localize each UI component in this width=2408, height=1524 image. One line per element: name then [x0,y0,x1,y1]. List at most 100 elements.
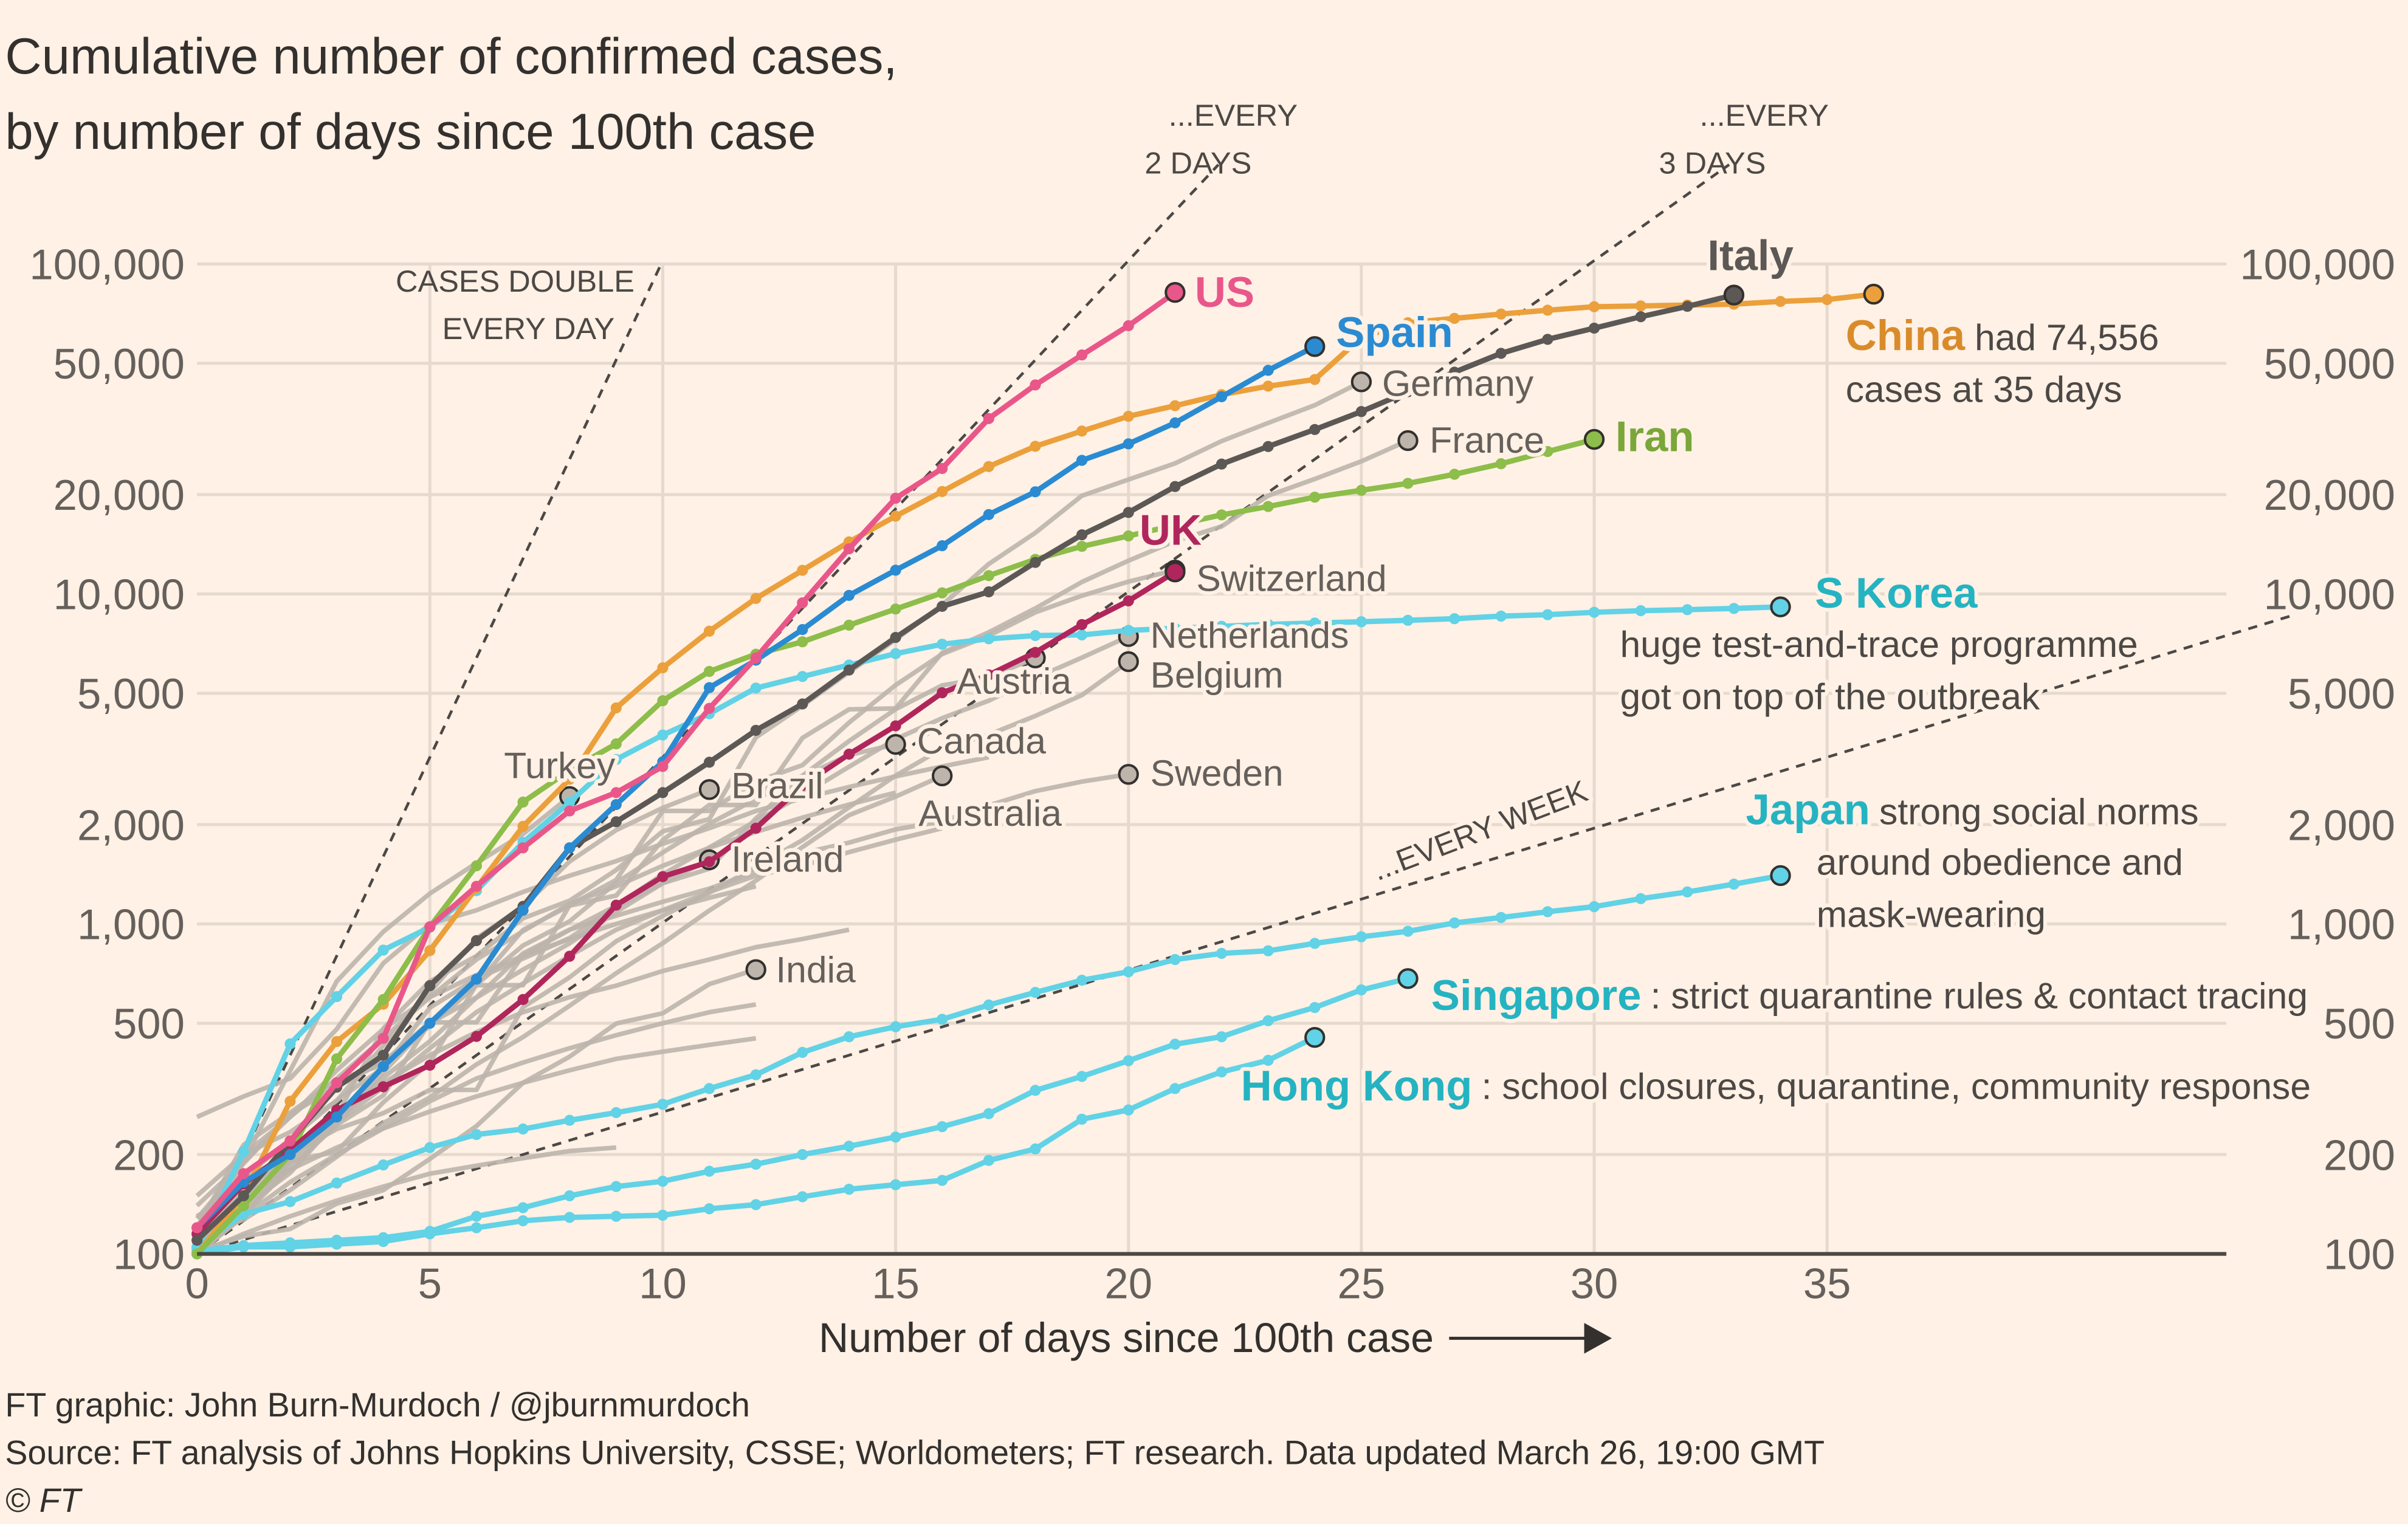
data-point-spain [517,904,529,916]
x-tick-label: 15 [872,1260,920,1308]
x-tick-label: 20 [1104,1260,1152,1308]
y-tick-label-left: 20,000 [53,471,185,519]
data-point-singapore [331,1234,343,1246]
annotation-skorea-1: huge test-and-trace programme [1620,623,2138,665]
data-point-s-korea [657,729,669,741]
end-marker-sweden [1118,764,1139,785]
data-point-china [937,486,948,497]
data-point-china [331,1035,343,1048]
data-point-singapore [424,1226,436,1237]
data-point-china [424,945,436,956]
data-point-iran [1216,509,1228,521]
data-point-italy [797,698,808,710]
data-point-china [564,774,576,785]
data-point-japan [1216,947,1228,959]
data-point-spain [331,1111,343,1123]
series-label-switzerland: Switzerland [1196,557,1386,599]
data-point-iran [377,994,389,1005]
data-point-iran [238,1200,249,1212]
end-marker-australia [932,765,953,786]
data-point-italy [703,757,715,768]
data-point-china [1262,380,1274,392]
data-point-us [843,543,855,555]
data-point-us [377,1032,389,1044]
data-point-japan [1355,931,1367,942]
data-point-us [331,1077,343,1089]
data-point-japan [797,1046,808,1058]
data-point-japan [377,1159,389,1171]
data-point-iran [1076,541,1088,552]
data-point-china [284,1096,296,1107]
data-point-japan [610,1107,622,1119]
data-point-us [238,1168,249,1179]
data-point-japan [1635,893,1646,904]
end-marker-s-korea [1770,596,1791,617]
series-line-italy [195,292,1735,1243]
end-marker-china [1863,283,1884,305]
end-marker-iran [1583,428,1605,450]
data-point-china [517,820,529,832]
series-label-iran: Iran [1615,413,1694,461]
data-point-iran [517,796,529,808]
series-line-unlabeled [195,1002,757,1256]
y-tick-label-left: 50,000 [53,340,185,388]
y-tick-label-right: 2,000 [2288,801,2395,849]
data-point-uk [1123,595,1134,606]
data-point-hong-kong [517,1215,529,1227]
data-point-japan [1169,953,1181,966]
data-point-china [703,625,715,637]
x-tick-label: 30 [1570,1260,1619,1308]
data-point-uk [610,899,622,911]
data-point-singapore [750,1158,762,1170]
data-point-us [610,787,622,798]
series-line-australia [196,774,943,1240]
data-point-singapore [517,1202,529,1213]
data-point-iran [797,636,808,648]
data-point-spain [1169,417,1181,428]
series-label-italy: Italy [1707,232,1793,280]
data-point-italy [191,1234,203,1246]
data-point-japan [983,999,994,1011]
footer-credit: FT graphic: John Burn-Murdoch / @jburnmu… [5,1386,749,1424]
data-point-iran [843,619,855,631]
end-marker-spain [1304,336,1326,357]
x-tick-label: 0 [185,1260,208,1308]
end-marker-italy [1723,284,1745,306]
data-point-spain [377,1060,389,1073]
data-point-japan [1449,917,1460,928]
data-point-us [424,921,436,933]
data-point-japan [284,1196,296,1207]
data-point-japan [703,1083,715,1094]
series-label-netherlands: Netherlands [1151,614,1349,656]
data-point-italy [657,787,669,798]
data-point-singapore [1123,1055,1134,1066]
data-point-china [1821,293,1833,306]
data-point-china [983,461,994,472]
data-point-italy [1355,406,1367,417]
data-point-italy [937,600,948,612]
data-point-us [937,462,948,475]
y-tick-label-right: 10,000 [2264,571,2395,619]
data-point-s-korea [377,944,389,956]
data-point-italy [1076,529,1088,541]
y-tick-label-right: 100,000 [2240,241,2395,289]
data-point-china [657,662,669,674]
data-point-uk [470,1031,483,1042]
end-marker-belgium [1118,651,1139,673]
data-point-hong-kong [610,1210,622,1222]
x-tick-label: 5 [418,1260,442,1308]
data-point-s-korea [238,1146,249,1158]
data-point-uk [937,687,948,699]
data-point-hong-kong [1123,1104,1134,1116]
data-point-china [750,592,762,604]
data-point-s-korea [1635,605,1646,617]
data-point-us [1030,379,1041,391]
annotation-china-1: had 74,556 [1975,317,2159,358]
data-point-s-korea [890,648,901,659]
data-point-s-korea [331,991,343,1003]
data-point-iran [703,665,715,678]
data-point-japan [890,1021,901,1032]
data-point-iran [890,603,901,615]
y-tick-label-left: 1,000 [77,901,185,949]
